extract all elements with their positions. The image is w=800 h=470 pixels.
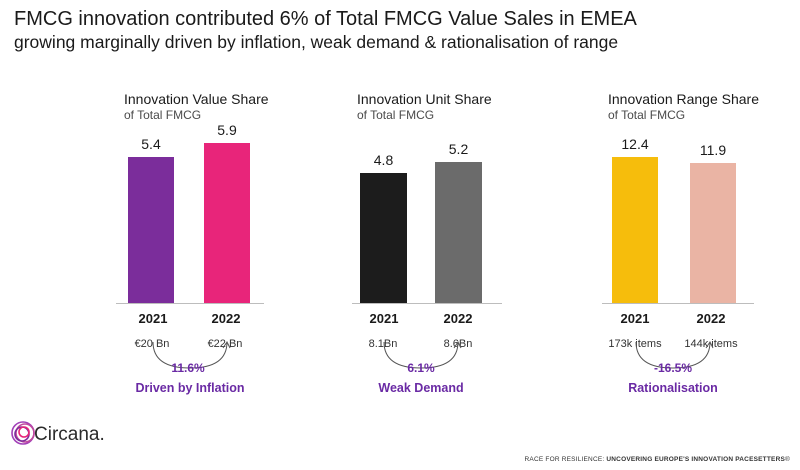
data-label: 11.9 (699, 141, 727, 158)
bar (128, 156, 174, 303)
bar (435, 162, 482, 303)
footer-suffix: ® (785, 456, 790, 463)
chart-title: Innovation Value Share (124, 91, 269, 107)
driver-label: Rationalisation (628, 381, 718, 395)
driver-label: Weak Demand (378, 381, 464, 395)
growth-arc-icon (152, 341, 231, 369)
driver-label: Driven by Inflation (135, 381, 245, 395)
x-tick-label: 2021 (620, 311, 650, 326)
change-label: -16.5% (653, 361, 693, 375)
chart-subtitle: of Total FMCG (357, 108, 435, 122)
chart-subtitle: of Total FMCG (124, 108, 202, 122)
page-subtitle: growing marginally driven by inflation, … (14, 32, 619, 52)
absolute-value-label: €22 Bn (207, 338, 243, 350)
x-axis-line (116, 303, 264, 304)
brand-logo-text: Circana. (34, 424, 105, 445)
data-label: 5.4 (141, 135, 161, 152)
bar (204, 143, 250, 303)
footer-bold: UNCOVERING EUROPE'S INNOVATION PACESETTE… (606, 456, 785, 463)
absolute-value-label: 8.1Bn (368, 338, 398, 350)
x-axis-line (352, 303, 502, 304)
x-tick-label: 2022 (443, 311, 473, 326)
footer-text: RACE FOR RESILIENCE: UNCOVERING EUROPE'S… (525, 456, 790, 463)
absolute-value-label: 173k items (608, 338, 662, 350)
bar (690, 162, 736, 303)
growth-arc-icon (383, 341, 462, 369)
x-tick-label: 2022 (211, 311, 241, 326)
data-label: 12.4 (621, 135, 649, 152)
chart-subtitle: of Total FMCG (608, 108, 686, 122)
data-label: 5.9 (217, 122, 237, 139)
data-label: 5.2 (448, 141, 469, 158)
data-label: 4.8 (373, 152, 394, 169)
absolute-value-label: €20 Bn (134, 338, 170, 350)
growth-arc-icon (635, 341, 714, 369)
bar (360, 173, 407, 303)
change-label: 6.1% (407, 361, 435, 375)
bar (612, 156, 658, 303)
x-tick-label: 2021 (138, 311, 168, 326)
x-tick-label: 2021 (369, 311, 399, 326)
chart-title: Innovation Range Share (608, 91, 759, 107)
change-label: 11.6% (171, 361, 205, 375)
footer-prefix: RACE FOR RESILIENCE: (524, 456, 607, 463)
circana-swirl-icon (11, 421, 35, 445)
x-tick-label: 2022 (696, 311, 726, 326)
chart-title: Innovation Unit Share (357, 91, 492, 107)
page-title: FMCG innovation contributed 6% of Total … (14, 8, 637, 30)
x-axis-line (602, 303, 754, 304)
